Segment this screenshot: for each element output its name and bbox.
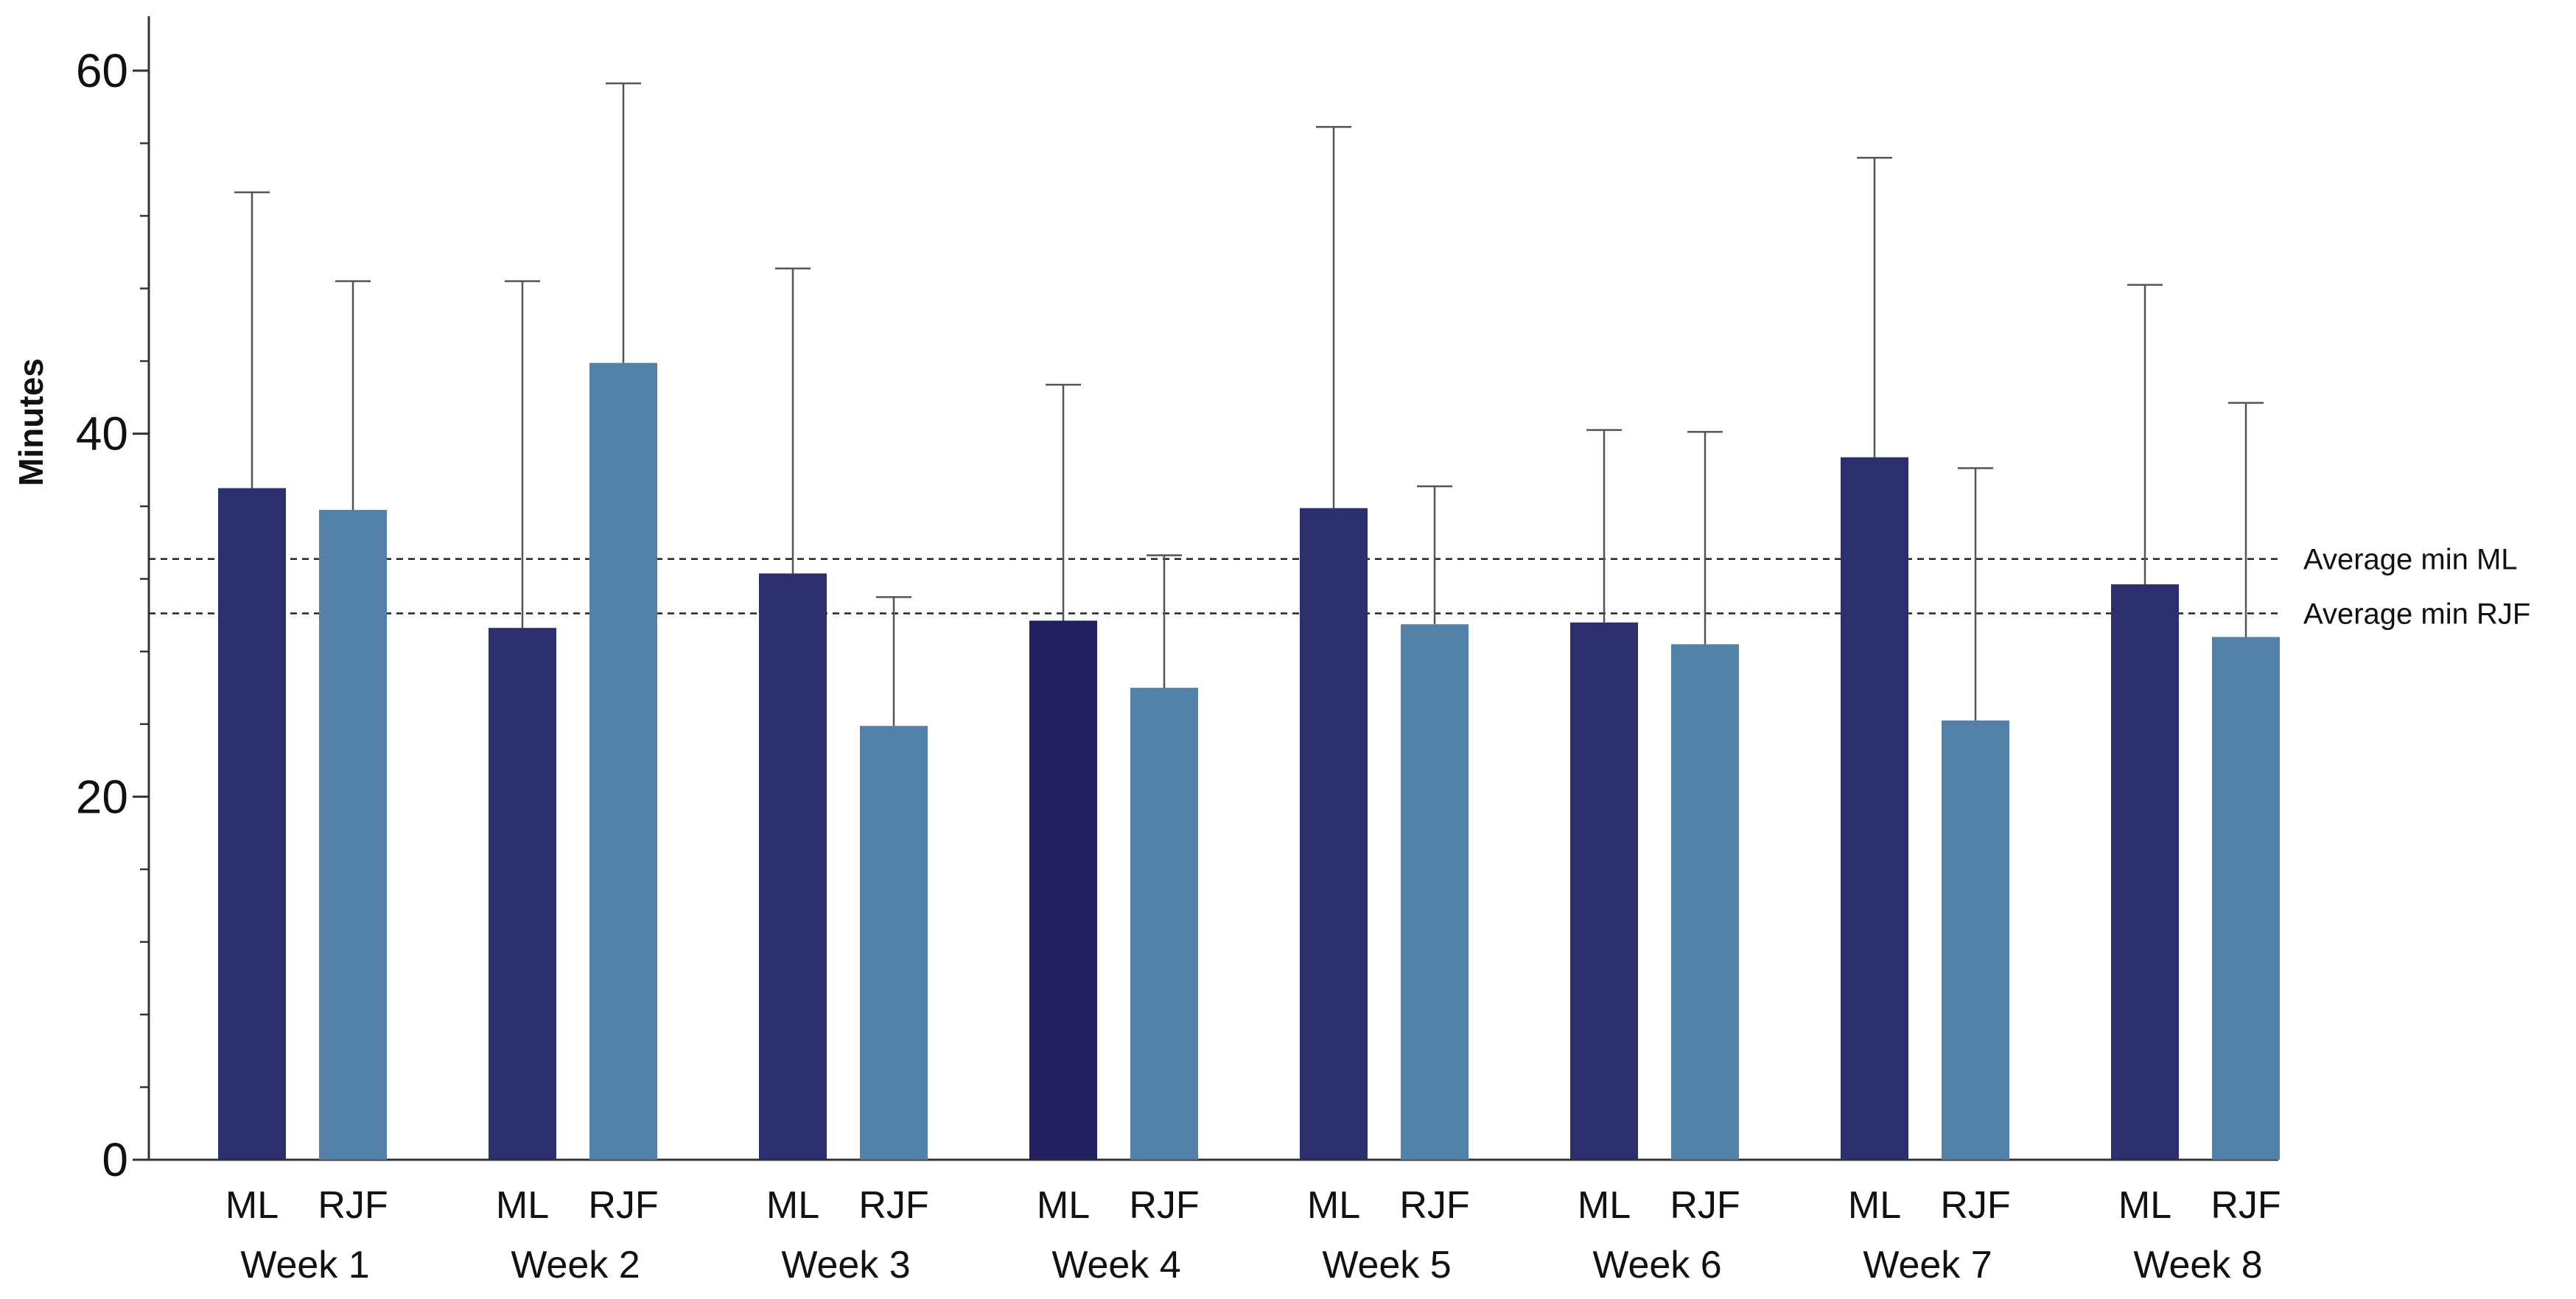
x-series-label: ML <box>1037 1184 1090 1227</box>
x-group-label: Week 7 <box>1863 1244 1992 1286</box>
reference-lines: Average min ML Average min RJF <box>149 544 2530 630</box>
x-series-label: RJF <box>2211 1184 2281 1227</box>
reference-line-label: Average min RJF <box>2303 598 2530 630</box>
y-tick-label: 40 <box>76 407 128 461</box>
bar-ml-1 <box>218 488 286 1160</box>
y-tick-label: 60 <box>76 44 128 97</box>
bar-rjf-8 <box>2212 637 2280 1160</box>
y-axis-title: Minutes <box>12 358 50 486</box>
x-series-label: ML <box>1848 1184 1901 1227</box>
x-series-label: RJF <box>1129 1184 1199 1227</box>
x-series-label: ML <box>496 1184 549 1227</box>
y-tick-label: 0 <box>102 1133 128 1186</box>
x-series-label: ML <box>2118 1184 2171 1227</box>
x-group-label: Week 5 <box>1322 1244 1451 1286</box>
bar-rjf-4 <box>1130 687 1198 1160</box>
x-series-label: RJF <box>1670 1184 1740 1227</box>
y-tick-label: 20 <box>76 770 128 823</box>
bar-ml-2 <box>489 628 556 1160</box>
x-series-label: RJF <box>1940 1184 2010 1227</box>
bar-ml-5 <box>1300 508 1368 1160</box>
bar-rjf-3 <box>860 726 928 1160</box>
bar-rjf-7 <box>1942 720 2009 1160</box>
bar-ml-3 <box>759 573 827 1160</box>
x-group-label: Week 1 <box>240 1244 369 1286</box>
x-series-label: RJF <box>318 1184 388 1227</box>
x-group-label: Week 8 <box>2133 1244 2262 1286</box>
bar-rjf-2 <box>589 363 657 1160</box>
bar-rjf-6 <box>1671 644 1739 1160</box>
x-series-label: RJF <box>1399 1184 1469 1227</box>
category-labels: ML RJF Week 1 ML RJF Week 2 ML RJF Week 3 ML RJF We… <box>225 1184 2281 1286</box>
bar-rjf-1 <box>319 510 387 1160</box>
x-series-label: ML <box>1578 1184 1631 1227</box>
reference-line-label: Average min ML <box>2303 544 2518 576</box>
x-group-label: Week 2 <box>511 1244 640 1286</box>
x-group-label: Week 3 <box>781 1244 910 1286</box>
x-series-label: ML <box>1307 1184 1360 1227</box>
error-bars <box>234 82 2264 726</box>
x-series-label: ML <box>766 1184 819 1227</box>
bar-rjf-5 <box>1401 624 1469 1160</box>
x-group-label: Week 4 <box>1051 1244 1180 1286</box>
bar-ml-4 <box>1029 620 1097 1160</box>
x-series-label: ML <box>225 1184 279 1227</box>
x-group-label: Week 6 <box>1592 1244 1721 1286</box>
bar-ml-7 <box>1841 457 1908 1160</box>
bar-ml-8 <box>2111 584 2179 1160</box>
bars <box>218 363 2280 1160</box>
bar-ml-6 <box>1570 622 1638 1160</box>
x-series-label: RJF <box>588 1184 658 1227</box>
x-series-label: RJF <box>858 1184 928 1227</box>
